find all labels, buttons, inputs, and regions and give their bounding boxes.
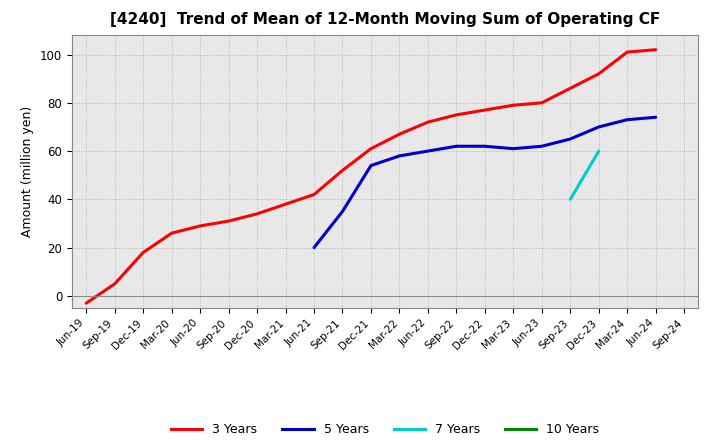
Title: [4240]  Trend of Mean of 12-Month Moving Sum of Operating CF: [4240] Trend of Mean of 12-Month Moving … [110,12,660,27]
Legend: 3 Years, 5 Years, 7 Years, 10 Years: 3 Years, 5 Years, 7 Years, 10 Years [166,418,604,440]
Y-axis label: Amount (million yen): Amount (million yen) [22,106,35,237]
